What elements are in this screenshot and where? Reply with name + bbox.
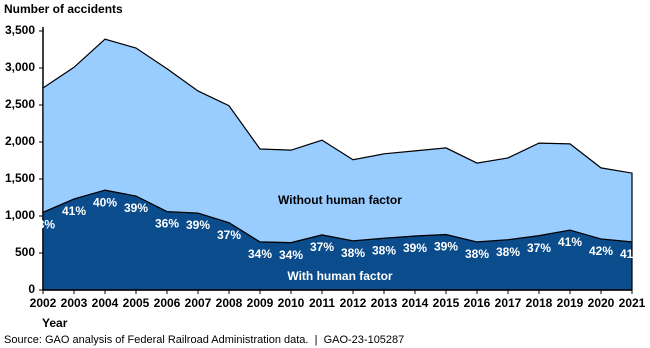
x-tick-label: 2018 xyxy=(526,296,553,310)
y-tick-label: 0 xyxy=(28,282,35,296)
share-label: 41% xyxy=(620,247,644,261)
y-tick-label: 2,500 xyxy=(5,97,35,111)
chart-title: Number of accidents xyxy=(4,2,123,16)
x-tick-label: 2006 xyxy=(154,296,181,310)
x-tick-label: 2011 xyxy=(309,296,335,310)
x-tick-label: 2007 xyxy=(185,296,212,310)
y-tick-label: 3,500 xyxy=(5,23,35,37)
x-tick-label: 2020 xyxy=(588,296,615,310)
area xyxy=(42,38,633,244)
series-label: Without human factor xyxy=(278,193,402,207)
x-tick-label: 2010 xyxy=(278,296,305,310)
y-tick-label: 2,000 xyxy=(5,134,35,148)
share-label: 37% xyxy=(217,228,241,242)
x-tick-label: 2013 xyxy=(371,296,398,310)
y-tick-label: 3,000 xyxy=(5,60,35,74)
y-tick-label: 1,500 xyxy=(5,171,35,185)
share-label: 39% xyxy=(186,218,210,232)
share-label: 37% xyxy=(310,240,334,254)
x-tick-label: 2004 xyxy=(92,296,119,310)
y-tick-label: 500 xyxy=(15,245,35,259)
share-label: 36% xyxy=(155,217,179,231)
share-label: 40% xyxy=(93,195,117,209)
share-label: 38% xyxy=(496,245,520,259)
x-axis-label: Year xyxy=(42,316,68,330)
x-tick-label: 2005 xyxy=(123,296,150,310)
share-label: 38% xyxy=(341,246,365,260)
x-tick-label: 2014 xyxy=(402,296,429,310)
x-tick-label: 2021 xyxy=(619,296,646,310)
share-label: 41% xyxy=(62,204,86,218)
x-tick-label: 2012 xyxy=(340,296,367,310)
y-tick-label: 1,000 xyxy=(5,208,35,222)
share-label: 38% xyxy=(31,217,55,231)
x-tick-label: 2008 xyxy=(216,296,243,310)
series-label: With human factor xyxy=(287,269,393,283)
share-label: 39% xyxy=(434,240,458,254)
share-label: 41% xyxy=(558,235,582,249)
share-label: 34% xyxy=(279,248,303,262)
source-note: Source: GAO analysis of Federal Railroad… xyxy=(4,334,404,346)
x-tick-label: 2015 xyxy=(433,296,460,310)
x-tick-label: 2009 xyxy=(247,296,274,310)
x-tick-label: 2016 xyxy=(464,296,491,310)
x-tick-label: 2017 xyxy=(495,296,522,310)
x-tick-label: 2003 xyxy=(61,296,88,310)
share-label: 42% xyxy=(589,244,613,258)
x-tick-label: 2019 xyxy=(557,296,584,310)
share-label: 38% xyxy=(465,247,489,261)
share-label: 38% xyxy=(372,243,396,257)
share-label: 37% xyxy=(527,241,551,255)
share-label: 34% xyxy=(248,247,272,261)
x-tick-label: 2002 xyxy=(30,296,57,310)
share-label: 39% xyxy=(403,241,427,255)
share-label: 39% xyxy=(124,201,148,215)
